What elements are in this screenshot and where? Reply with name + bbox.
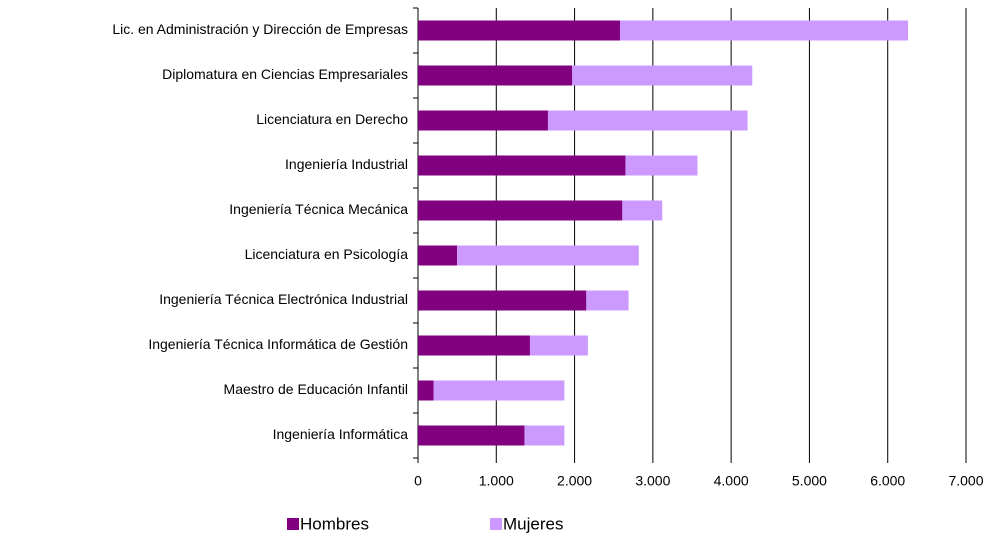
y-tick-label: Ingeniería Industrial [285, 156, 408, 172]
bar-segment [418, 65, 573, 86]
bar-segment [622, 200, 663, 221]
bar-segment [418, 425, 525, 446]
y-tick-label: Ingeniería Técnica Electrónica Industria… [159, 291, 408, 307]
y-tick-label: Maestro de Educación Infantil [224, 381, 408, 397]
y-tick-label: Licenciatura en Psicología [245, 246, 409, 262]
bar-segment [625, 155, 698, 176]
y-tick-label: Ingeniería Informática [273, 426, 409, 442]
bar-segment [547, 110, 748, 131]
x-tick-label: 6.000 [870, 473, 905, 489]
y-tick-label: Ingeniería Técnica Informática de Gestió… [148, 336, 408, 352]
x-tick-label: 7.000 [948, 473, 983, 489]
x-tick-label: 0 [414, 473, 422, 489]
x-tick-label: 4.000 [714, 473, 749, 489]
x-tick-label: 2.000 [557, 473, 592, 489]
bar-segment [619, 20, 909, 41]
legend-label: Hombres [300, 514, 369, 533]
bar-segment [418, 245, 458, 266]
bar-segment [418, 200, 623, 221]
legend-label: Mujeres [503, 514, 563, 533]
bar-segment [524, 425, 565, 446]
x-tick-label: 5.000 [792, 473, 827, 489]
bar-segment [418, 290, 587, 311]
x-tick-label: 1.000 [479, 473, 514, 489]
bar-segment [418, 110, 548, 131]
bar-segment [418, 380, 434, 401]
y-tick-label: Ingeniería Técnica Mecánica [229, 201, 408, 217]
x-tick-label: 3.000 [635, 473, 670, 489]
y-tick-label: Licenciatura en Derecho [256, 111, 408, 127]
y-tick-label: Lic. en Administración y Dirección de Em… [112, 21, 408, 37]
bar-segment [418, 155, 626, 176]
bar-segment [418, 20, 620, 41]
bar-segment [529, 335, 588, 356]
legend-swatch [490, 518, 502, 530]
y-tick-label: Diplomatura en Ciencias Empresariales [162, 66, 408, 82]
bar-segment [433, 380, 565, 401]
legend-swatch [287, 518, 299, 530]
bar-segment [457, 245, 639, 266]
bar-segment [586, 290, 629, 311]
bar-segment [572, 65, 753, 86]
bar-segment [418, 335, 530, 356]
